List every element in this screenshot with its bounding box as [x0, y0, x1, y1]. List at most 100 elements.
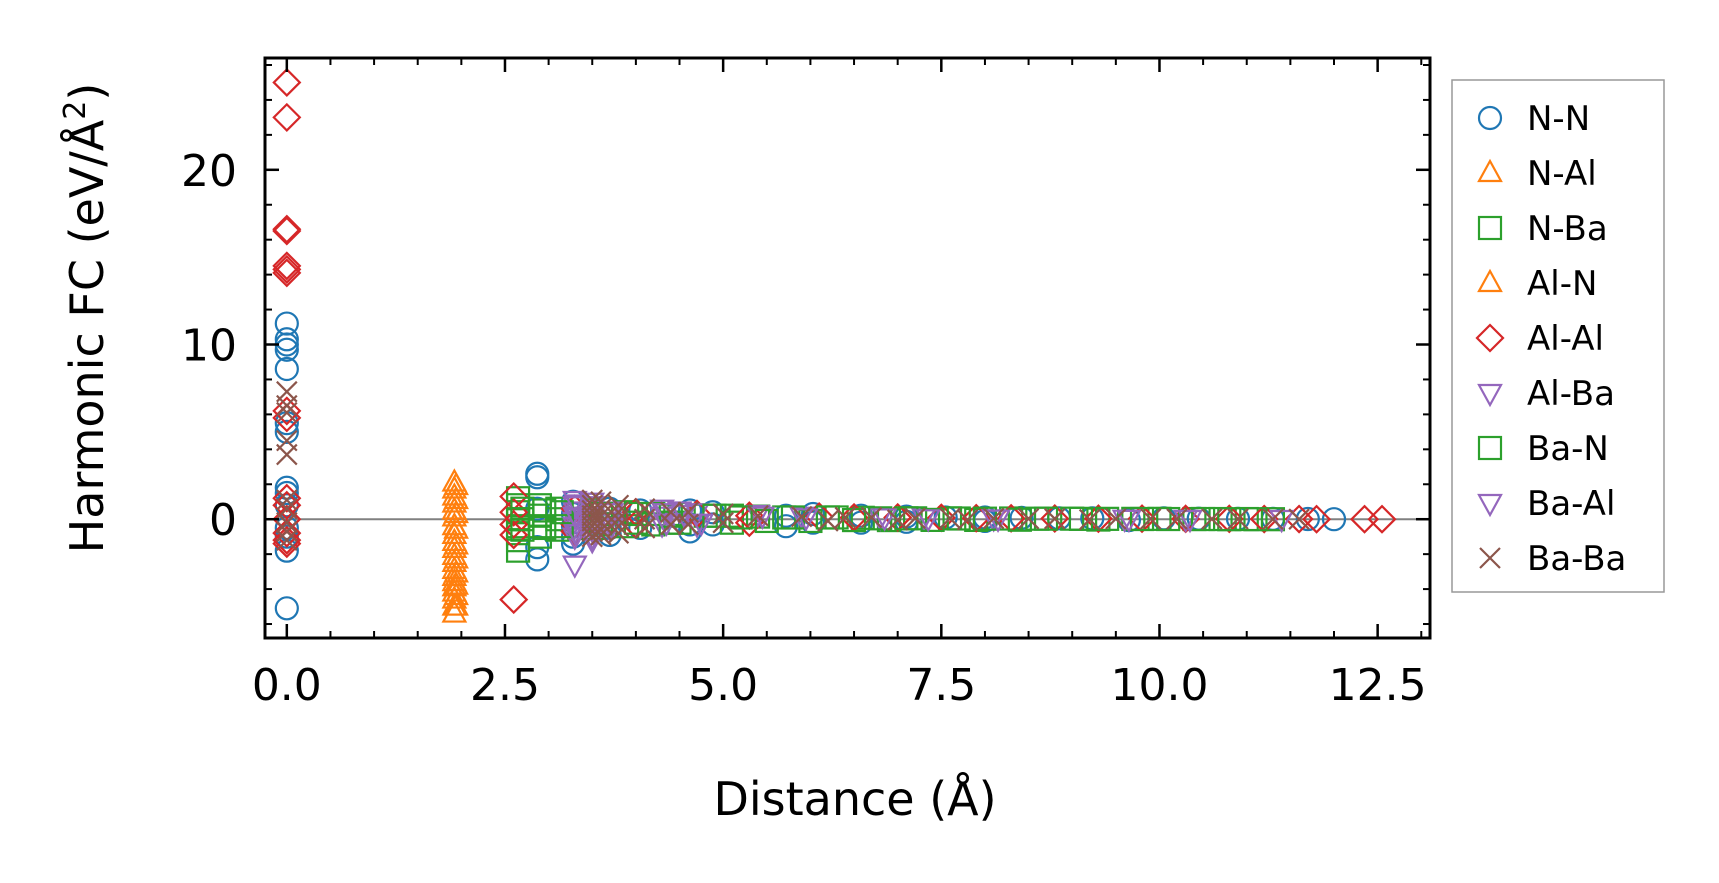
data-point-ba-ba — [607, 522, 630, 544]
y-tick-label: 10 — [181, 321, 237, 372]
data-point-al-n — [443, 581, 469, 606]
data-point-ba-al — [871, 508, 898, 532]
data-point-ba-n — [532, 515, 557, 541]
legend-label-ba-al: Ba-Al — [1527, 484, 1615, 524]
legend-marker-n-ba — [1477, 215, 1503, 241]
data-point-ba-ba — [590, 518, 612, 541]
data-point-ba-al — [1116, 509, 1142, 534]
legend-marker-al-n — [1477, 268, 1503, 293]
x-axis-label: Distance (Å) — [713, 772, 996, 826]
data-point-al-n — [443, 499, 469, 524]
data-point-al-al — [1214, 504, 1244, 534]
data-point-n-n — [1295, 506, 1320, 532]
data-point-ba-ba — [1017, 507, 1040, 530]
data-point-ba-ba — [712, 511, 734, 534]
axis-ticks: 0.0 2.5 5.0 7.5 10.0 12.5 0 10 20 — [181, 56, 1432, 711]
data-point-ba-n — [549, 500, 574, 525]
data-point-ba-ba — [633, 497, 656, 520]
x-tick-label: 5.0 — [688, 660, 758, 711]
data-point-al-al — [1301, 504, 1332, 534]
data-point-ba-ba — [276, 529, 298, 551]
data-point-n-n — [525, 465, 550, 490]
data-point-ba-n — [1095, 506, 1120, 531]
legend-label-n-al: N-Al — [1527, 154, 1597, 194]
data-point-al-al — [272, 254, 302, 284]
legend-marker-ba-ba — [1479, 547, 1501, 569]
data-point-al-al — [272, 483, 302, 513]
data-point-n-n — [274, 419, 299, 444]
data-point-ba-ba — [276, 489, 298, 511]
data-point-ba-ba — [276, 401, 298, 424]
data-point-ba-ba — [956, 509, 979, 531]
data-point-ba-n — [1191, 506, 1216, 532]
data-point-ba-ba — [939, 507, 961, 530]
data-point-ba-ba — [1105, 508, 1127, 530]
data-point-n-n — [1321, 507, 1347, 532]
legend: N-N N-Al N-Ba Al-N Al-Al Al-Ba Ba-N Ba-Al Ba-Ba — [1451, 79, 1665, 593]
data-point-ba-n — [972, 506, 998, 531]
legend-label-al-al: Al-Al — [1527, 319, 1604, 359]
data-point-al-al — [499, 585, 529, 615]
data-point-al-al — [499, 481, 529, 512]
legend-label-al-ba: Al-Ba — [1527, 374, 1615, 414]
data-point-ba-ba — [276, 394, 298, 417]
data-point-ba-al — [1177, 509, 1203, 534]
data-point-ba-al — [793, 508, 819, 532]
data-point-ba-ba — [1043, 507, 1066, 530]
data-point-ba-ba — [712, 503, 734, 525]
y-tick-label: 20 — [181, 146, 237, 197]
data-point-al-al — [272, 102, 302, 132]
data-point-ba-ba — [886, 509, 909, 531]
data-point-al-al — [1083, 504, 1113, 534]
data-point-al-n — [443, 515, 469, 539]
legend-label-al-n: Al-N — [1527, 264, 1597, 304]
legend-marker-al-al — [1475, 323, 1505, 353]
data-point-ba-n — [1217, 507, 1242, 532]
data-point-al-ba — [788, 506, 815, 530]
data-point-ba-ba — [1288, 508, 1310, 530]
data-point-ba-ba — [581, 504, 604, 527]
data-point-ba-ba — [633, 517, 656, 539]
data-point-ba-ba — [1139, 508, 1162, 530]
data-point-al-al — [1367, 504, 1397, 534]
data-point-al-n — [443, 592, 469, 616]
data-point-ba-ba — [747, 504, 769, 527]
data-point-al-n — [443, 485, 469, 510]
legend-marker-n-n — [1477, 105, 1503, 131]
data-point-ba-ba — [276, 443, 298, 466]
x-tick-label: 0.0 — [252, 660, 322, 711]
data-point-al-al — [272, 216, 302, 246]
x-tick-label: 10.0 — [1110, 660, 1208, 711]
data-point-ba-n — [1243, 507, 1268, 532]
data-point-al-al — [272, 67, 302, 98]
data-point-n-ba — [1260, 507, 1286, 532]
plot-frame — [263, 56, 1432, 640]
data-point-ba-al — [915, 509, 942, 533]
data-point-ba-n — [754, 508, 779, 534]
data-point-ba-ba — [590, 524, 612, 546]
data-point-ba-ba — [276, 511, 298, 534]
data-point-ba-n — [1156, 506, 1181, 532]
data-point-n-n — [274, 356, 299, 382]
data-point-ba-ba — [633, 508, 656, 530]
data-point-ba-n — [815, 505, 840, 530]
data-point-ba-ba — [982, 507, 1005, 530]
data-point-ba-ba — [904, 507, 926, 530]
data-point-al-al — [272, 525, 302, 555]
data-point-ba-n — [1033, 506, 1059, 531]
y-axis-label-superscript: 2 — [58, 101, 93, 120]
data-point-n-n — [773, 514, 799, 539]
data-point-ba-ba — [276, 520, 298, 543]
data-point-ba-ba — [677, 513, 700, 536]
data-point-al-al — [272, 214, 302, 244]
data-point-n-n — [274, 337, 299, 362]
data-point-al-al — [1040, 503, 1070, 534]
data-point-ba-al — [688, 513, 715, 537]
data-point-ba-al — [563, 494, 590, 518]
data-point-ba-ba — [1078, 508, 1101, 531]
legend-label-ba-ba: Ba-Ba — [1527, 539, 1626, 579]
data-point-ba-ba — [790, 505, 813, 528]
legend-marker-n-al — [1477, 158, 1503, 183]
legend-label-ba-n: Ba-N — [1527, 429, 1609, 469]
